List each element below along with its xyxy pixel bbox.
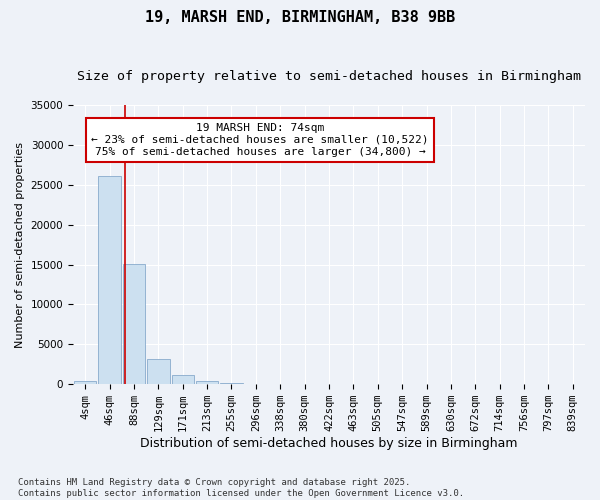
Bar — [220, 382, 243, 384]
Bar — [74, 382, 97, 384]
Text: Contains HM Land Registry data © Crown copyright and database right 2025.
Contai: Contains HM Land Registry data © Crown c… — [18, 478, 464, 498]
Y-axis label: Number of semi-detached properties: Number of semi-detached properties — [15, 142, 25, 348]
Bar — [123, 264, 145, 384]
Text: 19 MARSH END: 74sqm
← 23% of semi-detached houses are smaller (10,522)
75% of se: 19 MARSH END: 74sqm ← 23% of semi-detach… — [91, 124, 428, 156]
Title: Size of property relative to semi-detached houses in Birmingham: Size of property relative to semi-detach… — [77, 70, 581, 83]
Bar — [147, 358, 170, 384]
Text: 19, MARSH END, BIRMINGHAM, B38 9BB: 19, MARSH END, BIRMINGHAM, B38 9BB — [145, 10, 455, 25]
X-axis label: Distribution of semi-detached houses by size in Birmingham: Distribution of semi-detached houses by … — [140, 437, 518, 450]
Bar — [196, 380, 218, 384]
Bar — [98, 176, 121, 384]
Bar — [172, 374, 194, 384]
